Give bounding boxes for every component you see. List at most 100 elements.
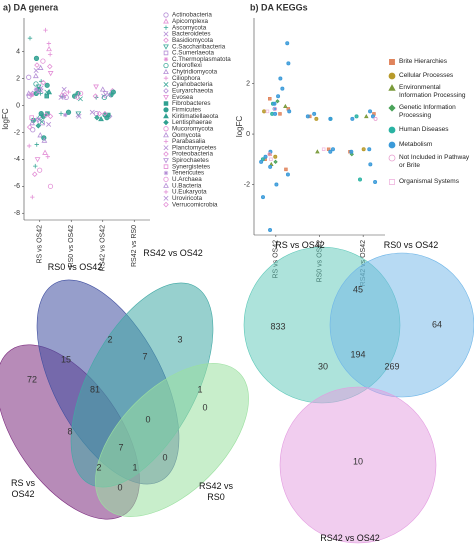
x-tick-label: RS42 vs OS42 <box>100 225 107 271</box>
y-tick-label: 4 <box>16 49 20 56</box>
data-point <box>33 87 39 92</box>
data-point <box>275 99 280 104</box>
legend-label: Euryarchaeota <box>172 88 213 95</box>
region-count: 0 <box>202 402 207 412</box>
panel-title: a) DA genera <box>3 2 59 12</box>
data-point <box>26 74 32 80</box>
y-axis-label: logFC <box>235 116 244 138</box>
legend-marker <box>163 107 169 113</box>
legend-marker <box>163 164 169 169</box>
data-point <box>102 110 108 117</box>
data-point <box>98 115 104 122</box>
data-point <box>93 111 99 117</box>
data-point <box>314 116 319 121</box>
data-point <box>370 114 375 119</box>
legend-marker <box>163 50 169 56</box>
legend-marker <box>163 201 169 208</box>
data-point <box>33 81 39 87</box>
panel-title: b) DA KEGGs <box>250 2 308 12</box>
data-point <box>65 109 72 115</box>
data-point <box>27 36 33 41</box>
data-point <box>34 142 39 147</box>
legend-marker <box>388 126 396 134</box>
y-tick-label: 0 <box>246 131 250 138</box>
legend-marker <box>163 182 169 188</box>
data-point <box>26 124 33 130</box>
legend-marker <box>389 179 395 185</box>
data-point <box>35 89 41 95</box>
data-point <box>38 85 44 91</box>
region-count: 81 <box>90 384 100 394</box>
x-tick-label: RS vs OS42 <box>273 240 280 279</box>
region-count: 72 <box>27 374 37 384</box>
legend-label: U.Archaea <box>172 176 202 183</box>
data-point <box>284 167 288 172</box>
data-point <box>33 68 39 74</box>
region-count: 194 <box>350 349 365 359</box>
data-point <box>74 94 81 101</box>
data-point <box>110 89 116 95</box>
y-tick-label: 2 <box>246 80 250 87</box>
data-point <box>47 63 53 70</box>
legend-marker <box>163 139 169 144</box>
data-point <box>33 163 38 169</box>
set-circle <box>329 252 474 398</box>
legend-label: Synergistetes <box>172 163 210 170</box>
data-point <box>273 159 278 164</box>
legend-label: Mucoromycota <box>172 125 214 132</box>
data-point <box>273 154 278 159</box>
legend-label: C.Sumerlaeota <box>172 50 214 57</box>
legend-marker <box>163 31 169 37</box>
legend-label: U.Bacteria <box>172 182 202 189</box>
region-count: 0 <box>145 414 150 424</box>
data-point <box>26 143 32 149</box>
data-point <box>47 52 53 57</box>
legend-label: Verrucomicrobia <box>172 201 218 208</box>
legend-marker <box>163 57 169 62</box>
legend-label: Actinobacteria <box>172 12 212 19</box>
legend-label: Basidiomycota <box>172 37 213 44</box>
legend-marker <box>163 25 169 30</box>
legend-marker <box>388 72 396 80</box>
data-point <box>268 96 272 101</box>
region-count: 15 <box>61 354 71 364</box>
data-point <box>40 120 45 126</box>
data-point <box>46 121 52 127</box>
legend-label: Metabolism <box>399 141 433 148</box>
data-point <box>32 72 39 79</box>
legend-marker <box>163 62 169 69</box>
legend-marker <box>163 101 169 106</box>
data-point <box>104 115 110 121</box>
data-point <box>269 157 273 162</box>
legend-marker <box>163 82 169 88</box>
legend-label: Environmental Information Processing <box>399 84 466 99</box>
region-count: 833 <box>270 321 285 331</box>
legend-marker <box>163 37 169 44</box>
data-point <box>99 86 106 92</box>
x-tick-label: RS42 vs RS0 <box>131 225 138 267</box>
data-point <box>267 152 272 157</box>
legend-label: Ascomycota <box>172 24 207 31</box>
set-ellipse <box>95 363 249 517</box>
legend-label: Firmicutes <box>172 106 201 113</box>
data-point <box>305 114 310 119</box>
set-label: RS42 vs OS42 <box>320 533 380 543</box>
legend-marker <box>163 76 169 81</box>
legend-label: Uroviricota <box>172 195 203 202</box>
data-point <box>364 113 369 119</box>
legend-marker <box>163 145 169 151</box>
data-point <box>280 86 285 91</box>
legend-label: C.Saccharibacteria <box>172 43 226 50</box>
data-point <box>25 90 32 96</box>
legend-marker <box>163 88 169 94</box>
data-point <box>315 149 320 154</box>
data-point <box>330 147 335 152</box>
data-point <box>268 164 273 169</box>
region-count: 7 <box>118 442 123 452</box>
data-point <box>28 91 34 98</box>
data-point <box>33 55 40 62</box>
data-point <box>273 106 278 111</box>
data-point <box>38 111 44 117</box>
y-tick-label: -2 <box>244 181 250 188</box>
data-point <box>259 159 264 164</box>
